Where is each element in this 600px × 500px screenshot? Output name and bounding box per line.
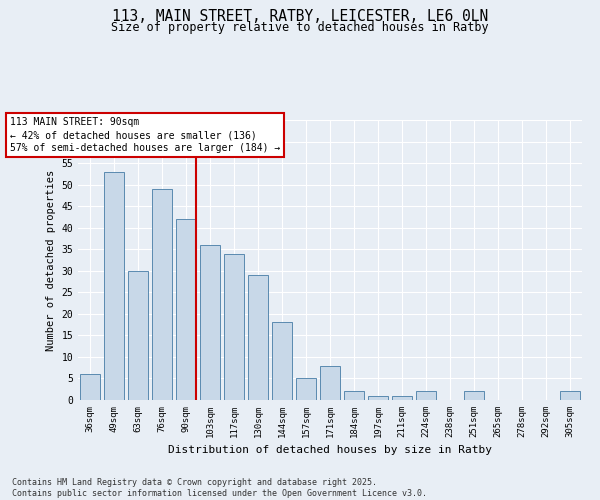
- Bar: [560, 392, 580, 400]
- Bar: [296, 378, 316, 400]
- Bar: [368, 396, 388, 400]
- Bar: [344, 392, 364, 400]
- Text: Size of property relative to detached houses in Ratby: Size of property relative to detached ho…: [111, 21, 489, 34]
- Bar: [224, 254, 244, 400]
- Bar: [416, 392, 436, 400]
- Text: 113 MAIN STREET: 90sqm
← 42% of detached houses are smaller (136)
57% of semi-de: 113 MAIN STREET: 90sqm ← 42% of detached…: [10, 117, 280, 154]
- Bar: [248, 275, 268, 400]
- Y-axis label: Number of detached properties: Number of detached properties: [46, 170, 56, 350]
- Text: Contains HM Land Registry data © Crown copyright and database right 2025.
Contai: Contains HM Land Registry data © Crown c…: [12, 478, 427, 498]
- Bar: [80, 374, 100, 400]
- Bar: [104, 172, 124, 400]
- Bar: [272, 322, 292, 400]
- Text: 113, MAIN STREET, RATBY, LEICESTER, LE6 0LN: 113, MAIN STREET, RATBY, LEICESTER, LE6 …: [112, 9, 488, 24]
- Bar: [200, 245, 220, 400]
- Bar: [320, 366, 340, 400]
- Bar: [152, 189, 172, 400]
- Bar: [176, 219, 196, 400]
- Bar: [392, 396, 412, 400]
- Bar: [464, 392, 484, 400]
- Bar: [128, 271, 148, 400]
- X-axis label: Distribution of detached houses by size in Ratby: Distribution of detached houses by size …: [168, 446, 492, 456]
